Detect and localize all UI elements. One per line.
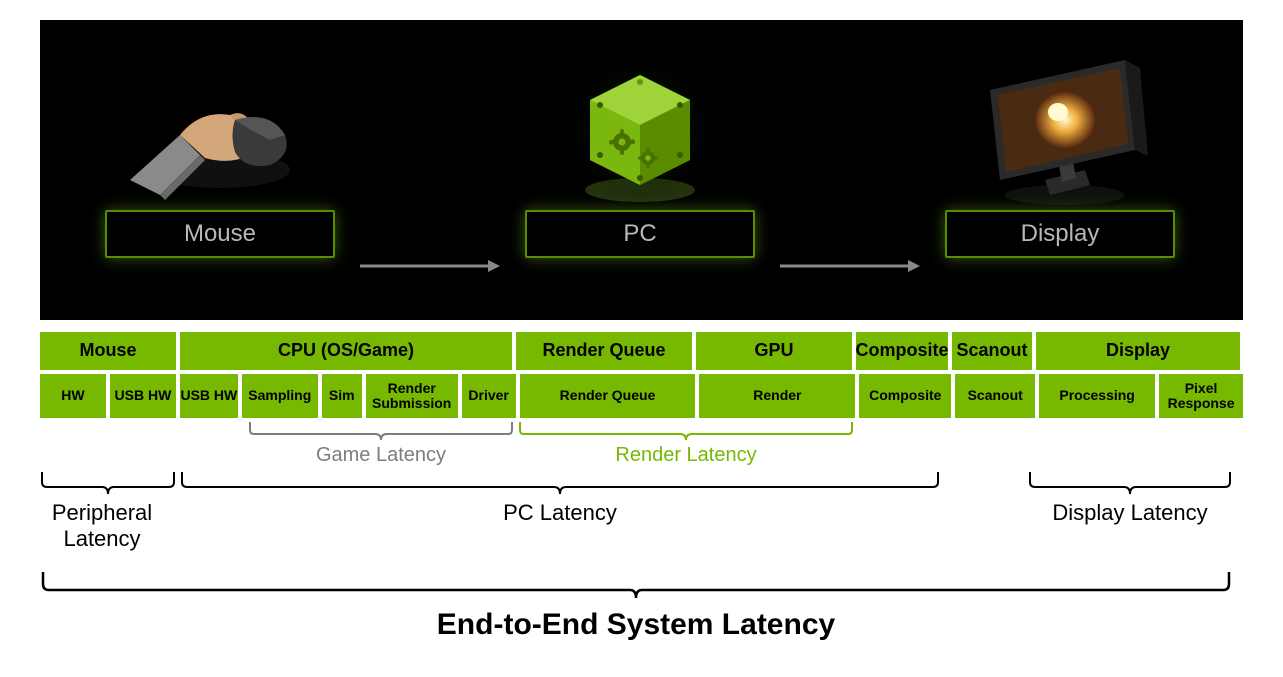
hero-pc-label: PC	[525, 210, 755, 258]
pipeline-top-row: Mouse CPU (OS/Game) Render Queue GPU Com…	[40, 332, 1243, 370]
sub-scanout: Scanout	[955, 374, 1035, 418]
sub-sampling: Sampling	[242, 374, 318, 418]
top-display: Display	[1036, 332, 1240, 370]
mid-bracket-row: Game Latency Render Latency	[40, 422, 1243, 472]
sub-rsubmit: Render Submission	[366, 374, 458, 418]
bracket-display-latency: Display Latency	[1028, 472, 1232, 526]
sub-hw: HW	[40, 374, 106, 418]
hero-display: Display	[940, 40, 1180, 258]
sub-sim: Sim	[322, 374, 362, 418]
game-latency-label: Game Latency	[316, 444, 446, 467]
top-rqueue: Render Queue	[516, 332, 692, 370]
e2e-row: End-to-End System Latency	[40, 572, 1243, 672]
arrow-mouse-to-pc	[360, 256, 500, 276]
top-cpu: CPU (OS/Game)	[180, 332, 512, 370]
bracket-render-latency: Render Latency	[518, 422, 854, 467]
pipeline-sub-row: HW USB HW USB HW Sampling Sim Render Sub…	[40, 374, 1243, 418]
sub-usbhw2: USB HW	[180, 374, 238, 418]
sub-usbhw1: USB HW	[110, 374, 176, 418]
bracket-pc: PC Latency	[180, 472, 940, 526]
sub-render: Render	[699, 374, 855, 418]
e2e-label: End-to-End System Latency	[437, 608, 835, 642]
hero-display-label: Display	[945, 210, 1175, 258]
render-latency-label: Render Latency	[615, 444, 756, 467]
hero-pc: PC	[520, 40, 760, 258]
pc-latency-label: PC Latency	[503, 500, 617, 526]
bracket-game-latency: Game Latency	[248, 422, 514, 467]
sub-pixresp: Pixel Response	[1159, 374, 1243, 418]
top-scanout: Scanout	[952, 332, 1032, 370]
peripheral-latency-label: Peripheral Latency	[22, 500, 182, 552]
hero-panel: Mouse	[40, 20, 1243, 320]
arrow-pc-to-display	[780, 256, 920, 276]
hero-mouse: Mouse	[100, 40, 340, 258]
pc-icon	[550, 40, 730, 210]
mouse-icon	[120, 40, 320, 210]
top-mouse: Mouse	[40, 332, 176, 370]
display-icon	[950, 40, 1170, 210]
top-gpu: GPU	[696, 332, 852, 370]
bracket-peripheral: Peripheral Latency	[40, 472, 176, 552]
pipeline: Mouse CPU (OS/Game) Render Queue GPU Com…	[40, 332, 1243, 418]
sub-proc: Processing	[1039, 374, 1155, 418]
sub-driver: Driver	[462, 374, 516, 418]
sub-composite: Composite	[859, 374, 951, 418]
hero-mouse-label: Mouse	[105, 210, 335, 258]
bracket-e2e: End-to-End System Latency	[40, 572, 1232, 642]
display-latency-label: Display Latency	[1052, 500, 1207, 526]
top-composite: Composite	[856, 332, 948, 370]
sub-rqueue: Render Queue	[520, 374, 696, 418]
big-bracket-row: Peripheral Latency PC Latency Display La…	[40, 472, 1243, 562]
